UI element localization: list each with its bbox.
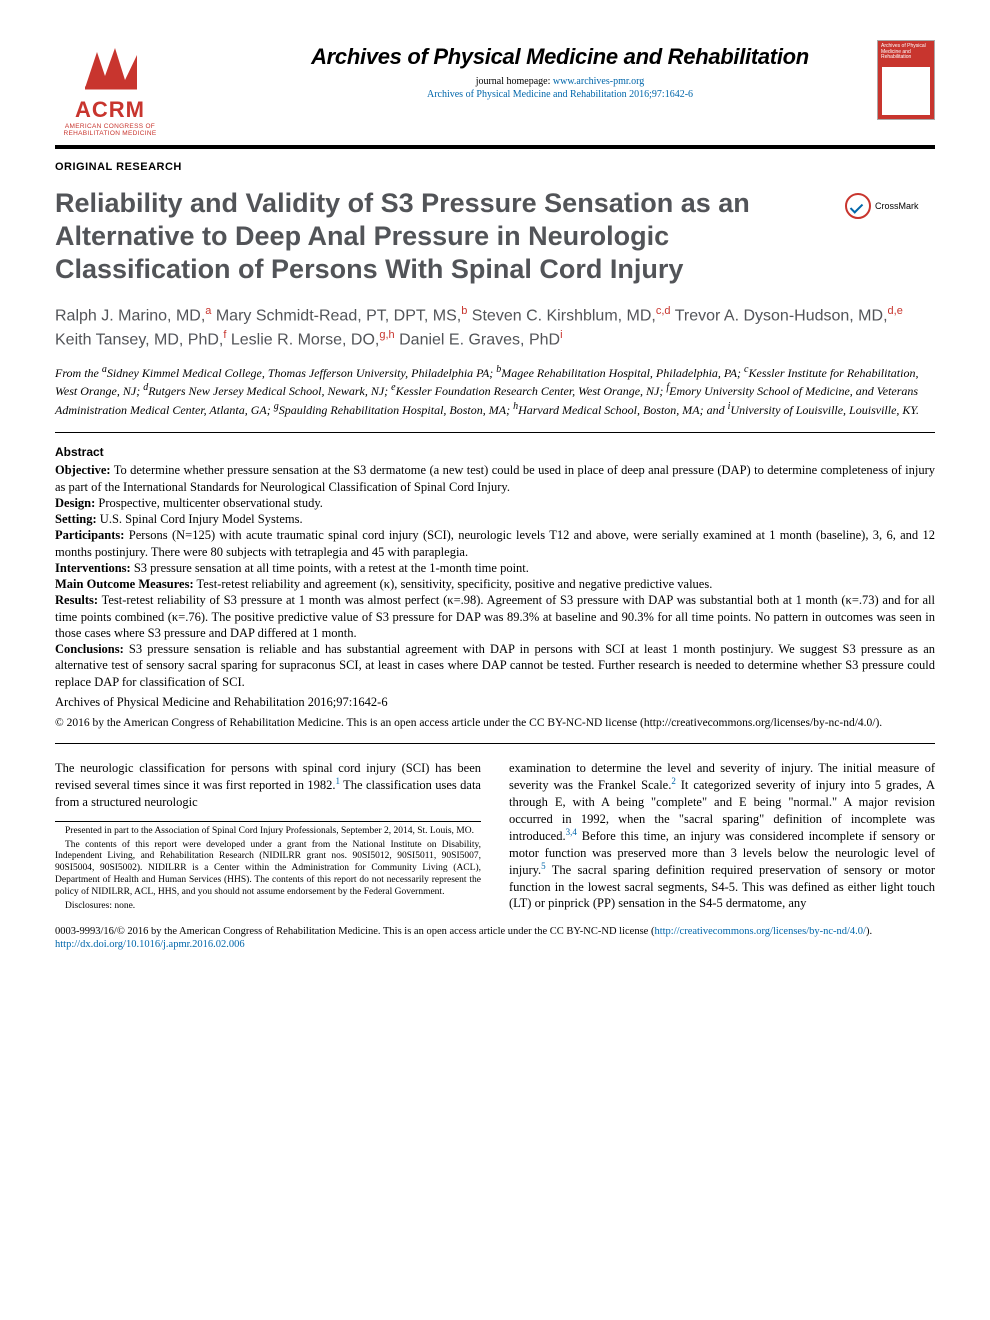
logo-subtitle: AMERICAN CONGRESS OF REHABILITATION MEDI… — [55, 123, 165, 137]
abstract-objective: Objective: To determine whether pressure… — [55, 462, 935, 495]
crossmark-icon — [845, 193, 871, 219]
journal-cover-thumb: Archives of Physical Medicine and Rehabi… — [877, 40, 935, 120]
footnote-grant: The contents of this report were develop… — [55, 840, 481, 899]
abstract-citation: Archives of Physical Medicine and Rehabi… — [55, 694, 935, 710]
body-col-right: examination to determine the level and s… — [509, 760, 935, 915]
cover-title: Archives of Physical Medicine and Rehabi… — [878, 41, 934, 64]
footnotes: Presented in part to the Association of … — [55, 821, 481, 913]
abstract-setting: Setting: U.S. Spinal Cord Injury Model S… — [55, 511, 935, 527]
footer-license-link[interactable]: http://creativecommons.org/licenses/by-n… — [654, 926, 866, 937]
doi: http://dx.doi.org/10.1016/j.apmr.2016.02… — [55, 938, 935, 952]
doi-link[interactable]: http://dx.doi.org/10.1016/j.apmr.2016.02… — [55, 939, 245, 950]
abstract-conclusions: Conclusions: S3 pressure sensation is re… — [55, 641, 935, 690]
journal-info: Archives of Physical Medicine and Rehabi… — [185, 40, 935, 100]
body-para-1: The neurologic classification for person… — [55, 760, 481, 811]
homepage-link[interactable]: www.archives-pmr.org — [553, 76, 644, 87]
abstract-outcomes: Main Outcome Measures: Test-retest relia… — [55, 576, 935, 592]
journal-homepage: journal homepage: www.archives-pmr.org — [185, 76, 935, 87]
abstract-design: Design: Prospective, multicenter observa… — [55, 495, 935, 511]
footnote-presented: Presented in part to the Association of … — [55, 826, 481, 838]
body-columns: The neurologic classification for person… — [55, 760, 935, 915]
abstract-interventions: Interventions: S3 pressure sensation at … — [55, 560, 935, 576]
journal-header: ACRM AMERICAN CONGRESS OF REHABILITATION… — [55, 40, 935, 149]
abstract-heading: Abstract — [55, 445, 935, 461]
body-para-2: examination to determine the level and s… — [509, 760, 935, 912]
footnote-disclosures: Disclosures: none. — [55, 901, 481, 913]
abstract-results: Results: Test-retest reliability of S3 p… — [55, 592, 935, 641]
abstract-participants: Participants: Persons (N=125) with acute… — [55, 527, 935, 560]
article-title: Reliability and Validity of S3 Pressure … — [55, 187, 829, 286]
abstract-license: © 2016 by the American Congress of Rehab… — [55, 716, 935, 731]
section-type: ORIGINAL RESEARCH — [55, 161, 935, 173]
author-list: Ralph J. Marino, MD,a Mary Schmidt-Read,… — [55, 304, 935, 351]
journal-title: Archives of Physical Medicine and Rehabi… — [185, 44, 935, 70]
crossmark-badge[interactable]: CrossMark — [845, 187, 935, 219]
logo-name: ACRM — [55, 99, 165, 121]
crossmark-label: CrossMark — [875, 201, 919, 211]
footer-license: 0003-9993/16/© 2016 by the American Cong… — [55, 925, 935, 952]
affiliations: From the aSidney Kimmel Medical College,… — [55, 363, 935, 433]
abstract: Abstract Objective: To determine whether… — [55, 445, 935, 744]
body-col-left: The neurologic classification for person… — [55, 760, 481, 915]
title-row: Reliability and Validity of S3 Pressure … — [55, 187, 935, 286]
publisher-logo: ACRM AMERICAN CONGRESS OF REHABILITATION… — [55, 40, 165, 137]
footer-license-text: 0003-9993/16/© 2016 by the American Cong… — [55, 926, 654, 937]
journal-citation: Archives of Physical Medicine and Rehabi… — [185, 89, 935, 100]
acrm-logo-icon — [75, 40, 145, 95]
homepage-label: journal homepage: — [476, 76, 551, 87]
